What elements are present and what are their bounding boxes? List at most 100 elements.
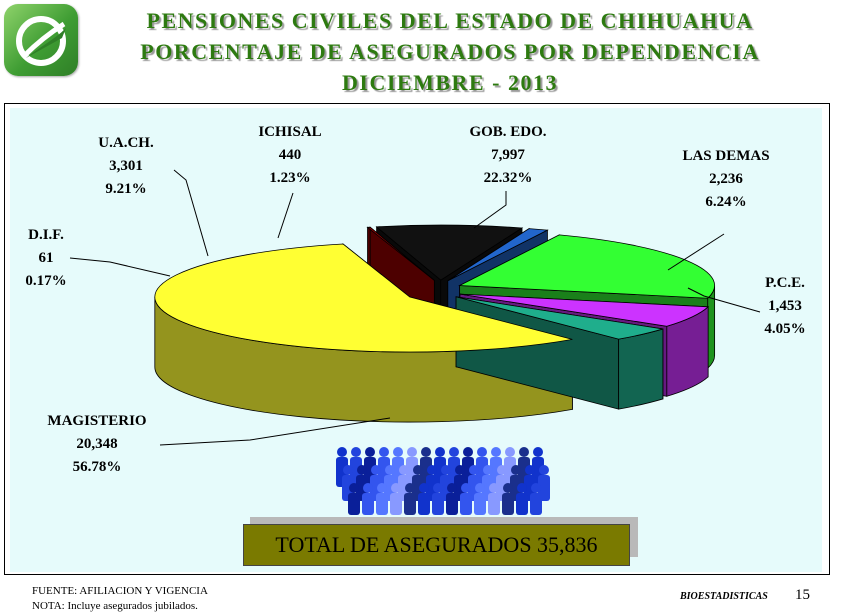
slice-mag [154,243,573,353]
person-head-icon [519,447,529,457]
label-pce-value: 1,453 [768,298,802,314]
person-head-icon [525,465,535,475]
person-head-icon [435,447,445,457]
page-title-line2: PORCENTAJE DE ASEGURADOS POR DEPENDENCIA [140,39,760,64]
person-head-icon [405,483,415,493]
person-head-icon [379,447,389,457]
person-body-icon [404,493,416,515]
label-dif-percent: 0.17% [25,273,67,289]
person-head-icon [511,465,521,475]
label-mag-name: MAGISTERIO [47,413,147,429]
label-demas-percent: 6.24% [705,194,747,210]
person-head-icon [413,465,423,475]
person-head-icon [363,483,373,493]
footer-dept: BIOESTADISTICAS [680,591,768,602]
person-body-icon [516,493,528,515]
person-head-icon [463,447,473,457]
person-head-icon [433,483,443,493]
person-head-icon [421,447,431,457]
label-dif-value: 61 [38,250,54,266]
person-head-icon [365,447,375,457]
label-uach-percent: 9.21% [105,181,147,197]
person-head-icon [531,483,541,493]
slice-uach [375,224,524,281]
person-body-icon [446,493,458,515]
person-head-icon [349,483,359,493]
person-head-icon [427,465,437,475]
label-ichisal-value: 440 [278,147,302,163]
label-ichisal-name: ICHISAL [258,124,322,140]
label-gob-percent: 22.32% [483,170,533,186]
person-head-icon [441,465,451,475]
total-asegurados-box: TOTAL DE ASEGURADOS 35,836 [243,524,630,566]
person-body-icon [390,493,402,515]
person-head-icon [391,483,401,493]
person-body-icon [530,493,542,515]
label-dif-name: D.I.F. [28,227,64,243]
person-head-icon [483,465,493,475]
label-mag-percent: 56.78% [72,459,122,475]
label-mag-value: 20,348 [76,436,118,452]
page-title-line1: PENSIONES CIVILES DEL ESTADO DE CHIHUAHU… [146,8,754,33]
label-mag: MAGISTERIO 20,348 56.78% [36,410,158,479]
label-ichisal-percent: 1.23% [269,170,311,186]
label-ichisal: ICHISAL 440 1.23% [248,121,332,190]
person-head-icon [475,483,485,493]
pensiones-logo-icon [4,4,78,76]
slice-gob [458,234,715,299]
leader-line-gob [473,191,507,229]
person-head-icon [517,483,527,493]
person-head-icon [357,465,367,475]
person-head-icon [489,483,499,493]
person-head-icon [393,447,403,457]
person-body-icon [474,493,486,515]
person-body-icon [418,493,430,515]
leader-line-demas [667,233,725,271]
person-head-icon [351,447,361,457]
person-head-icon [455,465,465,475]
person-head-icon [419,483,429,493]
person-head-icon [343,465,353,475]
label-pce-name: P.C.E. [765,275,805,291]
label-gob: GOB. EDO. 7,997 22.32% [452,121,564,190]
crowd-people-icon [336,447,550,515]
slice-demas [459,293,710,327]
slice-ichisal [447,228,549,282]
person-body-icon [362,493,374,515]
person-head-icon [449,447,459,457]
person-head-icon [371,465,381,475]
person-head-icon [539,465,549,475]
person-head-icon [399,465,409,475]
person-head-icon [491,447,501,457]
label-uach-value: 3,301 [109,158,143,174]
person-head-icon [377,483,387,493]
label-uach: U.A.CH. 3,301 9.21% [88,132,164,201]
leader-line-pce [687,287,761,313]
person-head-icon [385,465,395,475]
label-uach-name: U.A.CH. [98,135,154,151]
label-demas: LAS DEMAS 2,236 6.24% [668,145,784,214]
slice-dif [366,226,435,281]
label-dif: D.I.F. 61 0.17% [14,224,78,293]
leader-line-uach [173,169,209,257]
footer-note: NOTA: Incluye asegurados jubilados. [32,600,198,612]
leader-line-ichisal [277,192,294,239]
person-head-icon [497,465,507,475]
label-gob-name: GOB. EDO. [469,124,547,140]
label-demas-value: 2,236 [709,171,743,187]
person-head-icon [477,447,487,457]
person-body-icon [502,493,514,515]
page-title-line3: DICIEMBRE - 2013 [342,70,558,95]
person-body-icon [376,493,388,515]
leader-line-dif [69,257,171,277]
person-head-icon [447,483,457,493]
person-head-icon [461,483,471,493]
person-body-icon [460,493,472,515]
person-body-icon [348,493,360,515]
label-demas-name: LAS DEMAS [682,148,770,164]
label-pce: P.C.E. 1,453 4.05% [755,272,815,341]
person-head-icon [337,447,347,457]
person-head-icon [503,483,513,493]
person-head-icon [469,465,479,475]
